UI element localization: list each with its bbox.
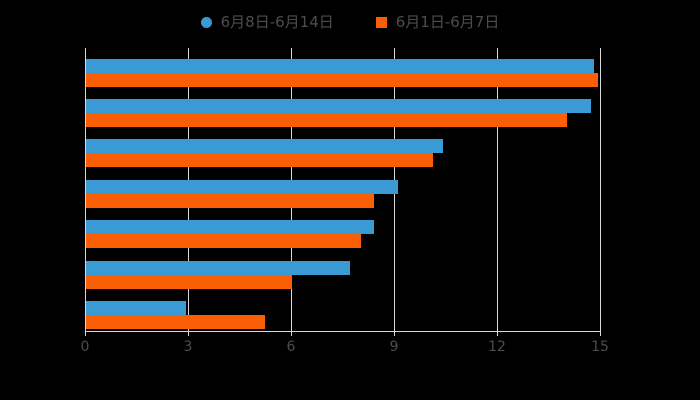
x-tick-mark — [188, 331, 189, 336]
bar[interactable] — [86, 274, 292, 289]
square-marker-icon — [375, 16, 387, 28]
circle-marker-icon — [200, 16, 212, 28]
x-axis-line — [85, 331, 601, 332]
legend-label-series-2: 6月1日-6月7日 — [395, 13, 500, 31]
bar[interactable] — [86, 112, 567, 127]
bar[interactable] — [86, 301, 186, 316]
x-tick-mark — [497, 331, 498, 336]
bar[interactable] — [86, 179, 399, 194]
bar[interactable] — [86, 260, 351, 275]
bar[interactable] — [86, 220, 375, 235]
bar[interactable] — [86, 193, 375, 208]
x-tick-label: 3 — [183, 339, 193, 355]
bar[interactable] — [86, 315, 265, 330]
x-tick-label: 15 — [591, 339, 609, 355]
legend-item-series-2[interactable]: 6月1日-6月7日 — [375, 12, 500, 32]
y-axis-line — [85, 48, 86, 331]
x-tick-label: 12 — [488, 339, 506, 355]
legend-label-series-1: 6月8日-6月14日 — [220, 13, 334, 31]
bar[interactable] — [86, 98, 591, 113]
bar[interactable] — [86, 153, 433, 168]
gridline — [600, 48, 601, 331]
x-tick-mark — [394, 331, 395, 336]
x-tick-label: 6 — [286, 339, 296, 355]
bar[interactable] — [86, 234, 361, 249]
x-tick-label: 9 — [389, 339, 399, 355]
bar[interactable] — [86, 139, 444, 154]
chart-legend: 6月8日-6月14日 6月1日-6月7日 — [0, 10, 700, 34]
bar[interactable] — [86, 72, 598, 87]
x-tick-label: 0 — [80, 339, 90, 355]
x-tick-mark — [600, 331, 601, 336]
gridline — [497, 48, 498, 331]
x-tick-mark — [85, 331, 86, 336]
bar[interactable] — [86, 58, 595, 73]
x-tick-mark — [291, 331, 292, 336]
legend-item-series-1[interactable]: 6月8日-6月14日 — [200, 12, 334, 32]
